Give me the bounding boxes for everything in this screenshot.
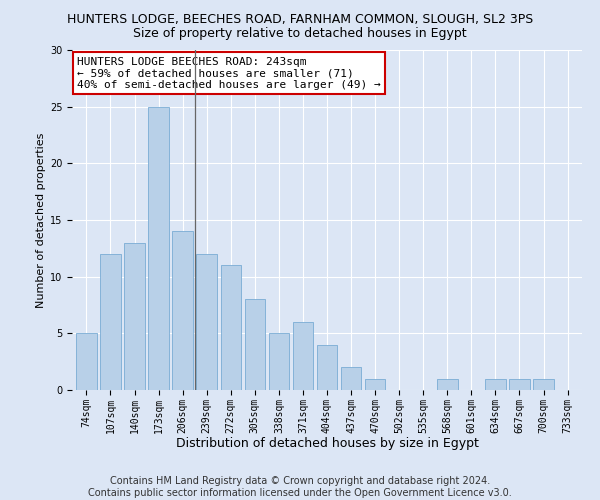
Bar xyxy=(172,232,193,390)
Bar xyxy=(124,242,145,390)
Text: Size of property relative to detached houses in Egypt: Size of property relative to detached ho… xyxy=(133,28,467,40)
Bar xyxy=(245,300,265,390)
Text: HUNTERS LODGE BEECHES ROAD: 243sqm
← 59% of detached houses are smaller (71)
40%: HUNTERS LODGE BEECHES ROAD: 243sqm ← 59%… xyxy=(77,57,381,90)
Bar xyxy=(221,266,241,390)
Bar xyxy=(533,378,554,390)
Bar xyxy=(317,344,337,390)
Bar xyxy=(485,378,506,390)
Bar xyxy=(341,368,361,390)
Text: Contains HM Land Registry data © Crown copyright and database right 2024.
Contai: Contains HM Land Registry data © Crown c… xyxy=(88,476,512,498)
Y-axis label: Number of detached properties: Number of detached properties xyxy=(35,132,46,308)
Bar xyxy=(293,322,313,390)
Bar xyxy=(269,334,289,390)
Bar xyxy=(76,334,97,390)
X-axis label: Distribution of detached houses by size in Egypt: Distribution of detached houses by size … xyxy=(176,437,478,450)
Bar xyxy=(196,254,217,390)
Bar xyxy=(148,106,169,390)
Bar xyxy=(509,378,530,390)
Bar xyxy=(365,378,385,390)
Text: HUNTERS LODGE, BEECHES ROAD, FARNHAM COMMON, SLOUGH, SL2 3PS: HUNTERS LODGE, BEECHES ROAD, FARNHAM COM… xyxy=(67,12,533,26)
Bar xyxy=(100,254,121,390)
Bar xyxy=(437,378,458,390)
